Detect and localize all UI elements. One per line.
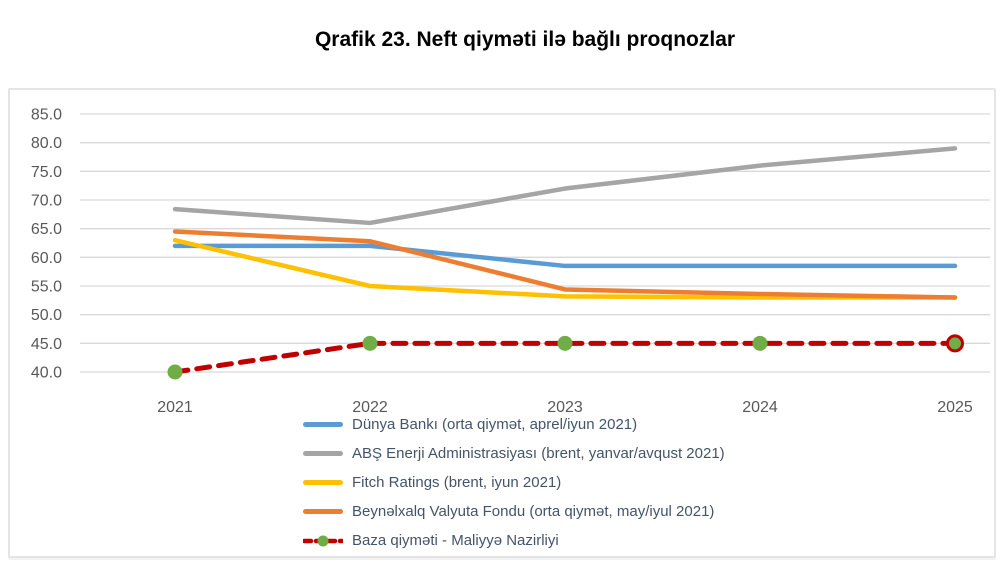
legend-item-fitch: Fitch Ratings (brent, iyun 2021) — [303, 468, 725, 497]
series-line-4 — [172, 340, 958, 375]
series-line-3 — [172, 229, 958, 300]
x-axis-tick-label: 2022 — [352, 399, 388, 416]
legend-label-base-price: Baza qiyməti - Maliyyə Nazirliyi — [352, 532, 559, 549]
y-axis-tick-label: 50.0 — [31, 307, 62, 324]
legend-swatch-fitch — [303, 480, 343, 485]
legend-swatch-us-eia — [303, 451, 343, 456]
legend-swatch-base-price — [303, 533, 343, 549]
legend-swatch-imf — [303, 509, 343, 514]
y-axis-tick-label: 45.0 — [31, 336, 62, 353]
legend-item-imf: Beynəlxalq Valyuta Fondu (orta qiymət, m… — [303, 497, 725, 526]
y-axis-tick-label: 65.0 — [31, 221, 62, 238]
x-axis-tick-label: 2024 — [742, 399, 778, 416]
y-axis-tick-label: 70.0 — [31, 193, 62, 210]
legend-label-fitch: Fitch Ratings (brent, iyun 2021) — [352, 474, 562, 491]
legend-label-world-bank: Dünya Bankı (orta qiymət, aprel/iyun 202… — [352, 416, 638, 433]
x-axis-tick-label: 2023 — [547, 399, 583, 416]
legend-item-us-eia: ABŞ Enerji Administrasiyası (brent, yanv… — [303, 439, 725, 468]
y-axis-tick-label: 75.0 — [31, 164, 62, 181]
series-marker-4 — [167, 364, 183, 380]
legend-label-us-eia: ABŞ Enerji Administrasiyası (brent, yanv… — [352, 445, 725, 462]
y-axis-tick-label: 85.0 — [31, 107, 62, 124]
series-marker-4 — [946, 334, 964, 353]
x-axis-tick-label: 2025 — [937, 399, 973, 416]
series-line-0 — [172, 243, 958, 269]
legend-item-world-bank: Dünya Bankı (orta qiymət, aprel/iyun 202… — [303, 410, 725, 439]
series-marker-4 — [362, 335, 378, 351]
series-marker-4 — [752, 335, 768, 351]
y-axis-tick-label: 80.0 — [31, 135, 62, 152]
legend-label-imf: Beynəlxalq Valyuta Fondu (orta qiymət, m… — [352, 503, 715, 520]
chart-title: Qrafik 23. Neft qiyməti ilə bağlı proqno… — [314, 28, 736, 51]
series-line-2 — [172, 237, 958, 300]
legend: Dünya Bankı (orta qiymət, aprel/iyun 202… — [303, 410, 725, 555]
legend-item-base-price: Baza qiyməti - Maliyyə Nazirliyi — [303, 526, 725, 555]
x-axis-tick-label: 2021 — [157, 399, 193, 416]
dashed-swatch-graphic — [303, 535, 343, 546]
line-plot: 85.0 80.0 75.0 70.0 65.0 60.0 55.0 50.0 45.0 40.0… — [31, 107, 990, 416]
legend-swatch-world-bank — [303, 422, 343, 427]
y-axis-tick-label: 60.0 — [31, 250, 62, 267]
series-marker-4 — [557, 335, 573, 351]
series-line-1 — [172, 146, 958, 226]
y-axis-tick-label: 40.0 — [31, 365, 62, 382]
y-axis-tick-label: 55.0 — [31, 279, 62, 296]
chart-frame: 85.0 80.0 75.0 70.0 65.0 60.0 55.0 50.0 45.0 40.0… — [8, 88, 996, 558]
